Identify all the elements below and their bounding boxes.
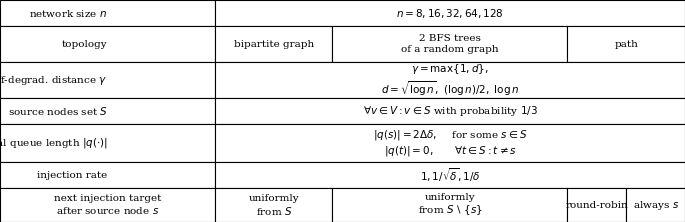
Text: initial queue length $|q(\cdot)|$: initial queue length $|q(\cdot)|$ — [0, 136, 108, 150]
Bar — [215, 0, 685, 26]
Text: network size $n$: network size $n$ — [29, 8, 108, 18]
Bar — [215, 62, 685, 98]
Bar — [332, 26, 567, 62]
Bar — [215, 124, 685, 162]
Bar — [567, 26, 685, 62]
Text: path: path — [614, 40, 638, 48]
Text: topology: topology — [62, 40, 108, 48]
Text: $n = 8, 16, 32, 64, 128$: $n = 8, 16, 32, 64, 128$ — [396, 6, 504, 20]
Text: round-robin: round-robin — [566, 200, 628, 210]
Bar — [0, 188, 215, 222]
Text: bipartite graph: bipartite graph — [234, 40, 314, 48]
Bar — [0, 62, 215, 98]
Bar — [0, 0, 215, 26]
Text: 2 BFS trees
of a random graph: 2 BFS trees of a random graph — [401, 34, 499, 54]
Bar — [567, 188, 626, 222]
Bar — [215, 162, 685, 188]
Bar — [0, 98, 215, 124]
Text: $\forall v \in V : v \in S$ with probability $1/3$: $\forall v \in V : v \in S$ with probabi… — [362, 104, 538, 118]
Bar — [332, 188, 567, 222]
Text: uniformly
from $S$: uniformly from $S$ — [249, 194, 299, 216]
Text: injection rate: injection rate — [37, 170, 108, 180]
Text: always $s$: always $s$ — [632, 198, 679, 212]
Bar — [626, 188, 685, 222]
Text: $\gamma = \max\{1, d\},$
$d = \sqrt{\log n},\ (\log n)/2,\ \log n$: $\gamma = \max\{1, d\},$ $d = \sqrt{\log… — [381, 62, 519, 98]
Bar — [215, 26, 332, 62]
Text: aff-degrad. distance $\gamma$: aff-degrad. distance $\gamma$ — [0, 73, 108, 87]
Text: $1, 1/\sqrt{\delta}, 1/\delta$: $1, 1/\sqrt{\delta}, 1/\delta$ — [420, 166, 480, 184]
Bar — [0, 124, 215, 162]
Text: uniformly
from $S \setminus \{s\}$: uniformly from $S \setminus \{s\}$ — [418, 193, 482, 217]
Text: $|q(s)| = 2\Delta\delta,\quad$ for some $s \in S$
$|q(t)| = 0,\qquad\forall t \i: $|q(s)| = 2\Delta\delta,\quad$ for some … — [373, 128, 527, 158]
Bar — [0, 26, 215, 62]
Text: source nodes set $S$: source nodes set $S$ — [8, 105, 108, 117]
Bar — [0, 162, 215, 188]
Bar — [215, 188, 332, 222]
Bar — [215, 98, 685, 124]
Text: next injection target
after source node $s$: next injection target after source node … — [54, 194, 161, 216]
